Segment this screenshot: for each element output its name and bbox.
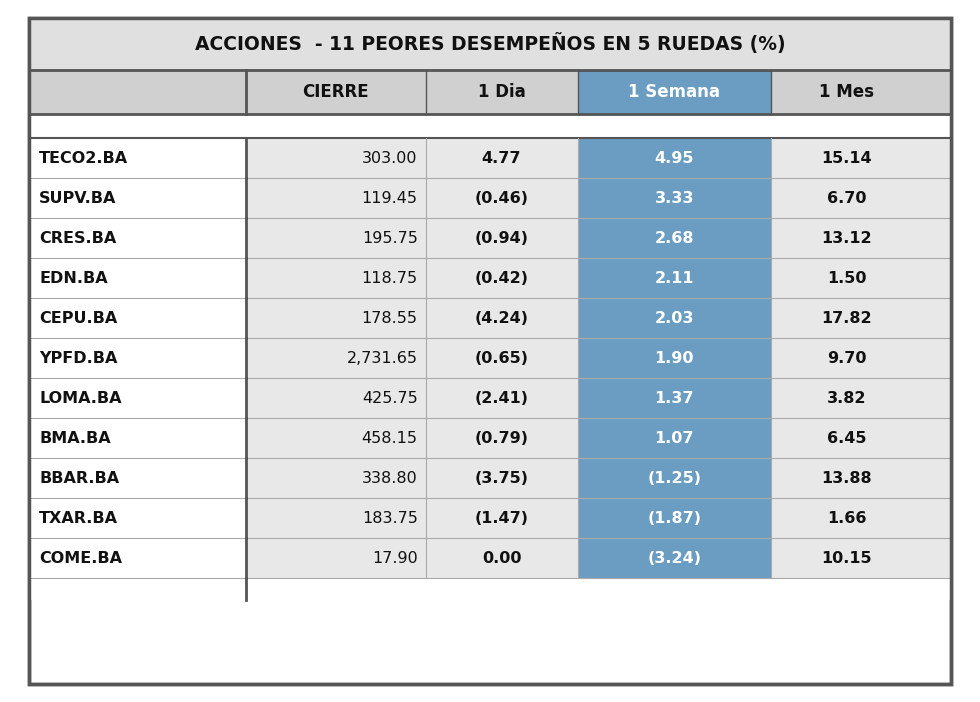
Text: ACCIONES  - 11 PEORES DESEMPEÑOS EN 5 RUEDAS (%): ACCIONES - 11 PEORES DESEMPEÑOS EN 5 RUE… xyxy=(195,34,785,54)
Text: 425.75: 425.75 xyxy=(362,391,417,406)
Text: TXAR.BA: TXAR.BA xyxy=(39,511,119,526)
Bar xyxy=(577,378,771,418)
Bar xyxy=(246,138,951,178)
Bar xyxy=(577,178,771,218)
Text: 17.90: 17.90 xyxy=(372,551,417,566)
Bar xyxy=(29,218,246,258)
Bar xyxy=(29,378,246,418)
Bar xyxy=(29,18,951,70)
Text: CRES.BA: CRES.BA xyxy=(39,231,117,246)
Text: 1.37: 1.37 xyxy=(655,391,694,406)
Bar xyxy=(577,258,771,298)
Text: 195.75: 195.75 xyxy=(362,231,417,246)
Text: 1 Semana: 1 Semana xyxy=(628,83,720,101)
Text: 13.88: 13.88 xyxy=(821,471,872,486)
Text: (4.24): (4.24) xyxy=(474,311,528,326)
Text: 2.68: 2.68 xyxy=(655,231,694,246)
Text: (3.24): (3.24) xyxy=(647,551,702,566)
Text: 1 Dia: 1 Dia xyxy=(477,83,525,101)
Bar xyxy=(29,178,246,218)
Text: 17.82: 17.82 xyxy=(821,311,872,326)
Bar xyxy=(577,538,771,578)
Bar xyxy=(29,70,951,114)
Bar xyxy=(577,458,771,498)
Bar xyxy=(577,138,771,178)
Text: BMA.BA: BMA.BA xyxy=(39,431,111,446)
Text: 1.90: 1.90 xyxy=(655,351,694,366)
Text: (0.65): (0.65) xyxy=(474,351,528,366)
Text: 3.82: 3.82 xyxy=(827,391,866,406)
Text: 183.75: 183.75 xyxy=(362,511,417,526)
Bar xyxy=(577,70,771,114)
Text: EDN.BA: EDN.BA xyxy=(39,271,108,286)
Bar xyxy=(29,338,246,378)
Bar xyxy=(246,218,951,258)
Text: 3.33: 3.33 xyxy=(655,191,694,206)
Text: 0.00: 0.00 xyxy=(482,551,521,566)
Bar xyxy=(577,298,771,338)
Text: CEPU.BA: CEPU.BA xyxy=(39,311,118,326)
Bar xyxy=(577,418,771,458)
Bar xyxy=(246,498,951,538)
Bar xyxy=(246,298,951,338)
Text: YPFD.BA: YPFD.BA xyxy=(39,351,118,366)
Bar xyxy=(29,418,246,458)
Bar xyxy=(29,298,246,338)
Text: 1 Mes: 1 Mes xyxy=(819,83,874,101)
Bar xyxy=(577,338,771,378)
Text: (3.75): (3.75) xyxy=(474,471,528,486)
Text: (0.94): (0.94) xyxy=(474,231,528,246)
Bar xyxy=(246,178,951,218)
Text: 4.95: 4.95 xyxy=(655,151,694,166)
Text: (0.42): (0.42) xyxy=(474,271,528,286)
Bar xyxy=(29,458,246,498)
Text: COME.BA: COME.BA xyxy=(39,551,122,566)
Bar xyxy=(29,258,246,298)
Text: 2.11: 2.11 xyxy=(655,271,694,286)
Bar xyxy=(29,138,246,178)
Text: 4.77: 4.77 xyxy=(482,151,521,166)
Text: 1.07: 1.07 xyxy=(655,431,694,446)
Text: 13.12: 13.12 xyxy=(821,231,872,246)
Text: (1.47): (1.47) xyxy=(474,511,528,526)
Bar xyxy=(246,378,951,418)
Text: 10.15: 10.15 xyxy=(821,551,872,566)
Text: 6.45: 6.45 xyxy=(827,431,866,446)
Bar xyxy=(577,498,771,538)
Text: 338.80: 338.80 xyxy=(362,471,417,486)
Text: 119.45: 119.45 xyxy=(362,191,417,206)
Text: (2.41): (2.41) xyxy=(474,391,528,406)
Bar xyxy=(29,538,246,578)
Text: 1.50: 1.50 xyxy=(827,271,866,286)
Bar xyxy=(29,114,951,138)
Text: BBAR.BA: BBAR.BA xyxy=(39,471,120,486)
Text: 9.70: 9.70 xyxy=(827,351,866,366)
Text: 15.14: 15.14 xyxy=(821,151,872,166)
Text: 178.55: 178.55 xyxy=(362,311,417,326)
Text: SUPV.BA: SUPV.BA xyxy=(39,191,117,206)
Text: 6.70: 6.70 xyxy=(827,191,866,206)
Bar xyxy=(246,458,951,498)
Text: (1.87): (1.87) xyxy=(647,511,702,526)
Text: TECO2.BA: TECO2.BA xyxy=(39,151,128,166)
Text: (1.25): (1.25) xyxy=(647,471,702,486)
Text: 458.15: 458.15 xyxy=(362,431,417,446)
Bar xyxy=(29,578,951,600)
Text: 303.00: 303.00 xyxy=(363,151,417,166)
Text: 1.66: 1.66 xyxy=(827,511,866,526)
Bar xyxy=(246,258,951,298)
Bar xyxy=(246,338,951,378)
Text: CIERRE: CIERRE xyxy=(303,83,369,101)
Bar xyxy=(577,218,771,258)
Text: LOMA.BA: LOMA.BA xyxy=(39,391,122,406)
Text: 118.75: 118.75 xyxy=(362,271,417,286)
Bar xyxy=(246,538,951,578)
Text: 2,731.65: 2,731.65 xyxy=(347,351,417,366)
Text: 2.03: 2.03 xyxy=(655,311,694,326)
Bar xyxy=(29,498,246,538)
Text: (0.79): (0.79) xyxy=(474,431,528,446)
Text: (0.46): (0.46) xyxy=(474,191,528,206)
Bar xyxy=(246,418,951,458)
